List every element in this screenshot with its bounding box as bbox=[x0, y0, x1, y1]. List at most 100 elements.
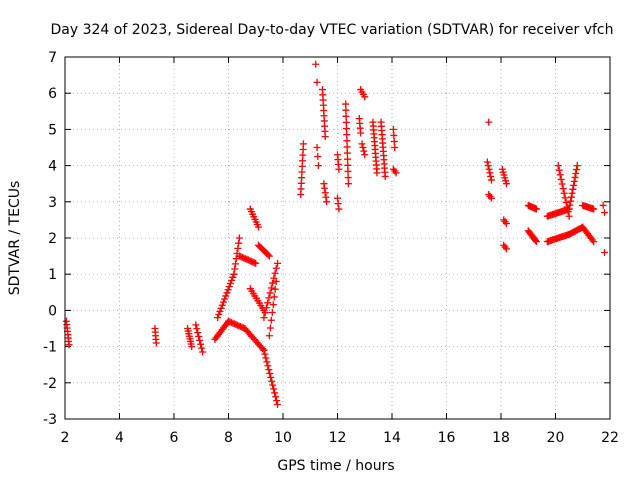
data-point bbox=[559, 185, 567, 193]
data-point bbox=[322, 193, 330, 201]
data-point bbox=[571, 173, 579, 181]
data-point bbox=[274, 259, 282, 267]
y-tick-label: 1 bbox=[48, 267, 57, 283]
grid-lines bbox=[65, 57, 610, 419]
y-tick-label: -2 bbox=[43, 376, 57, 392]
data-point bbox=[250, 259, 258, 267]
data-point bbox=[225, 283, 233, 291]
chart-title: Day 324 of 2023, Sidereal Day-to-day VTE… bbox=[50, 22, 613, 38]
data-point bbox=[361, 93, 369, 101]
data-point bbox=[262, 354, 270, 362]
data-point bbox=[381, 172, 389, 180]
data-point bbox=[554, 162, 562, 170]
data-point bbox=[263, 358, 271, 366]
data-point bbox=[65, 341, 73, 349]
data-point bbox=[561, 194, 569, 202]
data-point bbox=[313, 78, 321, 86]
data-point bbox=[269, 279, 277, 287]
data-point bbox=[485, 165, 493, 173]
data-point bbox=[342, 106, 350, 114]
data-point bbox=[217, 304, 225, 312]
data-point bbox=[601, 209, 609, 217]
data-point bbox=[226, 280, 234, 288]
data-point bbox=[260, 314, 268, 322]
x-tick-label: 8 bbox=[224, 430, 233, 446]
data-point bbox=[502, 245, 510, 253]
data-point bbox=[567, 193, 575, 201]
data-point bbox=[555, 166, 563, 174]
data-point bbox=[218, 301, 226, 309]
y-axis-label: SDTVAR / TECUs bbox=[7, 181, 23, 296]
data-point bbox=[216, 307, 224, 315]
y-tick-label: 3 bbox=[48, 195, 57, 211]
data-point bbox=[321, 133, 329, 141]
data-point bbox=[267, 316, 275, 324]
data-point bbox=[271, 269, 279, 277]
y-tick-label: 7 bbox=[48, 50, 57, 66]
data-point bbox=[232, 260, 240, 268]
data-point bbox=[265, 294, 273, 302]
data-point bbox=[487, 194, 495, 202]
data-point bbox=[271, 285, 279, 293]
data-point bbox=[254, 223, 262, 231]
data-point bbox=[264, 362, 272, 370]
data-point bbox=[270, 293, 278, 301]
data-point bbox=[259, 345, 267, 353]
data-point bbox=[260, 346, 268, 354]
data-point bbox=[569, 185, 577, 193]
data-point bbox=[197, 340, 205, 348]
data-point bbox=[198, 344, 206, 352]
data-point bbox=[265, 252, 273, 260]
y-tick-label: -1 bbox=[43, 340, 57, 356]
data-point bbox=[219, 298, 227, 306]
data-point bbox=[192, 321, 200, 329]
data-point bbox=[265, 332, 273, 340]
data-point bbox=[572, 169, 580, 177]
x-tick-label: 14 bbox=[383, 430, 401, 446]
data-point bbox=[343, 137, 351, 145]
data-point bbox=[222, 292, 230, 300]
x-tick-label: 12 bbox=[329, 430, 347, 446]
data-point bbox=[570, 177, 578, 185]
data-point bbox=[344, 174, 352, 182]
x-tick-label: 20 bbox=[547, 430, 565, 446]
data-point bbox=[266, 289, 274, 297]
data-point bbox=[532, 236, 540, 244]
data-point bbox=[221, 295, 229, 303]
data-point bbox=[360, 147, 368, 155]
data-point bbox=[502, 220, 510, 228]
data-point bbox=[573, 166, 581, 174]
x-tick-label: 18 bbox=[492, 430, 510, 446]
data-point bbox=[565, 205, 573, 213]
data-point bbox=[196, 336, 204, 344]
data-point bbox=[556, 171, 564, 179]
data-point bbox=[262, 304, 270, 312]
data-point bbox=[224, 286, 232, 294]
data-point bbox=[359, 144, 367, 151]
data-point bbox=[313, 144, 321, 151]
data-point bbox=[567, 197, 575, 205]
data-point bbox=[573, 162, 581, 170]
data-point bbox=[344, 161, 352, 169]
data-point bbox=[266, 324, 274, 332]
data-point bbox=[568, 189, 576, 197]
data-point bbox=[487, 172, 495, 180]
data-point bbox=[267, 373, 275, 381]
data-point bbox=[228, 276, 236, 284]
data-point bbox=[532, 238, 540, 246]
data-points bbox=[62, 60, 609, 409]
data-point bbox=[532, 205, 540, 213]
data-point bbox=[199, 348, 207, 356]
data-point bbox=[314, 162, 322, 170]
data-point bbox=[261, 350, 269, 358]
x-tick-label: 6 bbox=[170, 430, 179, 446]
data-point bbox=[557, 175, 565, 183]
y-tick-label: 4 bbox=[48, 159, 57, 175]
data-point bbox=[312, 60, 320, 68]
data-point bbox=[321, 184, 329, 192]
data-point bbox=[252, 259, 260, 267]
data-point bbox=[342, 112, 350, 120]
data-point bbox=[590, 238, 598, 246]
data-point bbox=[195, 333, 203, 341]
data-point bbox=[483, 158, 491, 166]
